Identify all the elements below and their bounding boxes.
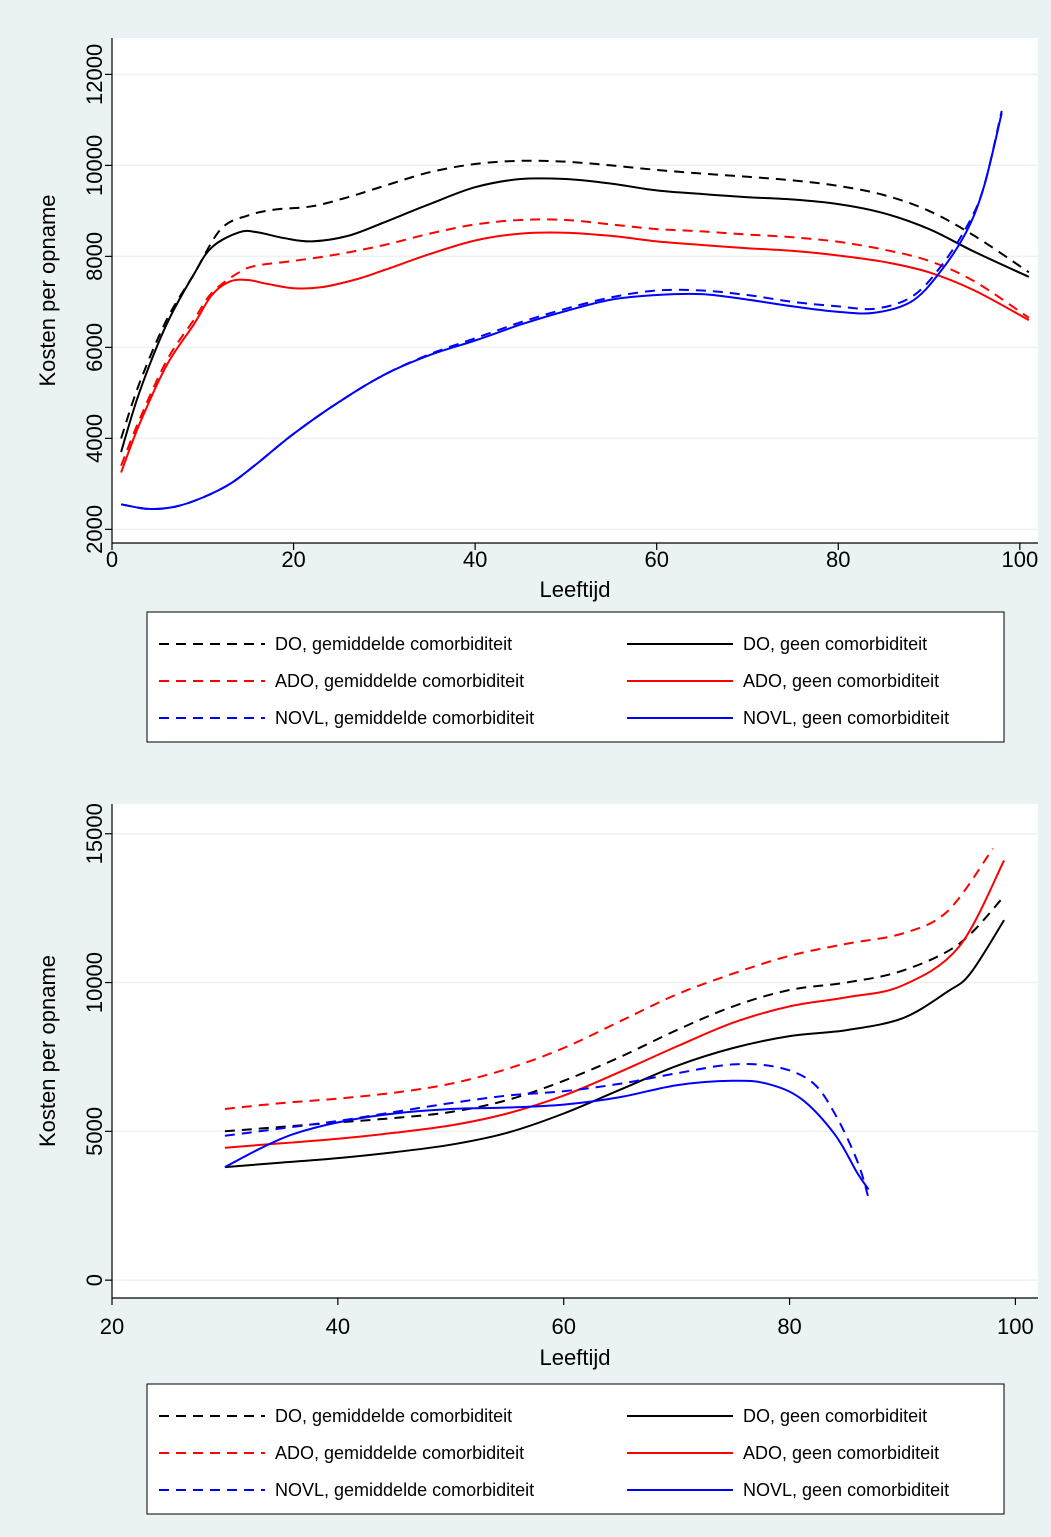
legend-label: ADO, geen comorbiditeit bbox=[743, 671, 939, 691]
plot-area bbox=[112, 804, 1038, 1298]
x-tick-label: 100 bbox=[997, 1314, 1034, 1339]
legend: DO, gemiddelde comorbiditeit DO, geen com… bbox=[146, 1383, 1005, 1515]
y-tick-label: 0 bbox=[82, 1274, 107, 1286]
legend-label: DO, gemiddelde comorbiditeit bbox=[275, 1406, 512, 1426]
x-axis-title: Leeftijd bbox=[540, 1345, 611, 1370]
x-tick-label: 40 bbox=[463, 547, 487, 572]
legend-label: NOVL, geen comorbiditeit bbox=[743, 1480, 949, 1500]
legend-label: ADO, geen comorbiditeit bbox=[743, 1443, 939, 1463]
legend-box bbox=[146, 611, 1005, 743]
y-tick-label: 15000 bbox=[82, 803, 107, 864]
x-axis-title: Leeftijd bbox=[540, 577, 611, 602]
legend-label: NOVL, geen comorbiditeit bbox=[743, 708, 949, 728]
legend-label: NOVL, gemiddelde comorbiditeit bbox=[275, 1480, 534, 1500]
legend-box bbox=[146, 1383, 1005, 1515]
y-axis-title: Kosten per opname bbox=[35, 955, 60, 1147]
legend-label: DO, geen comorbiditeit bbox=[743, 1406, 927, 1426]
series-line-2 bbox=[224, 919, 1005, 1169]
series-line-6 bbox=[120, 112, 1003, 510]
y-axis-title: Kosten per opname bbox=[35, 194, 60, 386]
y-tick-label: 8000 bbox=[82, 232, 107, 281]
chart-1: 0 20 40 60 80 100 2000 4000 6000 8000 10000 12000 Le… bbox=[35, 38, 1038, 743]
series-line-4 bbox=[120, 231, 1030, 473]
x-tick-label: 20 bbox=[281, 547, 305, 572]
series-line-4 bbox=[224, 860, 1005, 1149]
y-tick-label: 2000 bbox=[82, 505, 107, 554]
legend: DO, gemiddelde comorbiditeit DO, geen com… bbox=[146, 611, 1005, 743]
plot-area bbox=[112, 38, 1038, 543]
x-tick-label: 80 bbox=[777, 1314, 801, 1339]
series-line-3 bbox=[224, 848, 994, 1110]
x-tick-label: 100 bbox=[1001, 547, 1038, 572]
y-tick-label: 10000 bbox=[82, 135, 107, 196]
y-tick-label: 6000 bbox=[82, 323, 107, 372]
legend-label: DO, geen comorbiditeit bbox=[743, 634, 927, 654]
series-line-1 bbox=[120, 159, 1030, 439]
y-tick-label: 12000 bbox=[82, 44, 107, 105]
y-tick-label: 5000 bbox=[82, 1107, 107, 1156]
legend-label: ADO, gemiddelde comorbiditeit bbox=[275, 671, 524, 691]
legend-label: DO, gemiddelde comorbiditeit bbox=[275, 634, 512, 654]
y-tick-label: 4000 bbox=[82, 414, 107, 463]
series-line-2 bbox=[120, 177, 1030, 453]
chart-2: 20 40 60 80 100 0 5000 10000 15000 Leeftijd Kosten… bbox=[35, 803, 1038, 1515]
legend-label: ADO, gemiddelde comorbiditeit bbox=[275, 1443, 524, 1463]
x-tick-label: 60 bbox=[551, 1314, 575, 1339]
x-tick-label: 60 bbox=[644, 547, 668, 572]
x-tick-label: 20 bbox=[100, 1314, 124, 1339]
x-tick-label: 0 bbox=[106, 547, 118, 572]
series-line-5 bbox=[120, 110, 1003, 510]
x-tick-label: 80 bbox=[826, 547, 850, 572]
legend-label: NOVL, gemiddelde comorbiditeit bbox=[275, 708, 534, 728]
series-line-6 bbox=[224, 1079, 870, 1190]
y-tick-label: 10000 bbox=[82, 952, 107, 1013]
x-tick-label: 40 bbox=[326, 1314, 350, 1339]
series-line-5 bbox=[224, 1063, 870, 1199]
series-line-3 bbox=[120, 218, 1030, 467]
